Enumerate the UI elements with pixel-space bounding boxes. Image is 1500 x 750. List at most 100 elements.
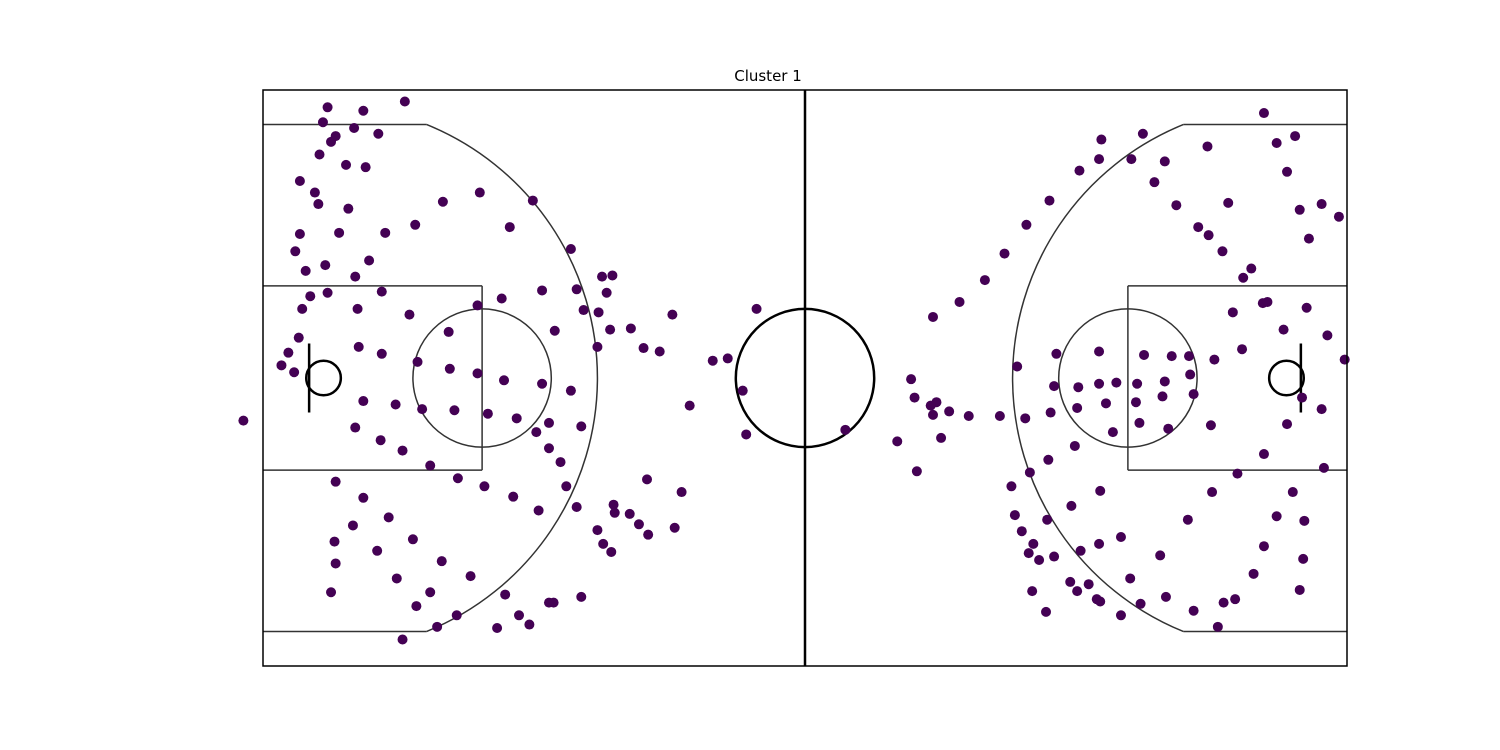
shot-point — [642, 474, 653, 485]
shot-point — [561, 481, 572, 492]
shot-point — [364, 255, 375, 266]
shot-point — [994, 411, 1005, 422]
shot-point — [412, 356, 423, 367]
shot-point — [1227, 307, 1238, 318]
shot-point — [624, 508, 635, 519]
shot-point — [358, 105, 369, 116]
shot-point — [1155, 550, 1166, 561]
shot-point — [999, 248, 1010, 259]
shot-point — [607, 270, 618, 281]
shot-point — [322, 287, 333, 298]
shot-point — [1094, 154, 1105, 165]
shot-point — [1282, 419, 1293, 430]
shot-point — [444, 363, 455, 374]
shot-point — [449, 405, 460, 416]
shot-point — [352, 303, 363, 314]
shot-point — [305, 291, 316, 302]
shot-point — [1094, 538, 1105, 549]
shot-point — [1297, 392, 1308, 403]
shot-point — [1016, 526, 1027, 537]
shot-point — [1271, 511, 1282, 522]
shot-point — [741, 429, 752, 440]
shot-point — [472, 300, 483, 311]
shot-point — [397, 634, 408, 645]
shot-point — [592, 525, 603, 536]
shot-point — [944, 406, 955, 417]
shot-point — [1157, 391, 1168, 402]
shot-point — [349, 123, 360, 134]
shot-point — [1339, 354, 1350, 365]
shot-point — [638, 343, 649, 354]
shot-point — [410, 219, 421, 230]
shot-point — [322, 102, 333, 113]
shot-point — [1322, 330, 1333, 341]
shot-point — [293, 332, 304, 343]
shot-point — [334, 227, 345, 238]
shot-point — [1333, 211, 1344, 222]
shot-point — [979, 275, 990, 286]
shot-point — [317, 117, 328, 128]
shot-point — [1258, 449, 1269, 460]
shot-point — [1134, 417, 1145, 428]
shot-point — [592, 341, 603, 352]
shot-point — [533, 505, 544, 516]
shot-point — [1094, 378, 1105, 389]
shot-point — [549, 325, 560, 336]
shot-point — [492, 622, 503, 633]
shot-point — [290, 246, 301, 257]
shot-point — [417, 404, 428, 415]
shot-point — [479, 481, 490, 492]
shot-point — [1318, 462, 1329, 473]
shot-point — [1023, 548, 1034, 559]
shot-point — [496, 293, 507, 304]
shot-point — [514, 610, 525, 621]
shot-point — [1115, 531, 1126, 542]
shot-point — [1301, 302, 1312, 313]
shot-point — [1100, 398, 1111, 409]
shot-point — [576, 421, 587, 432]
shot-point — [329, 536, 340, 547]
shot-point — [1020, 413, 1031, 424]
shot-point — [1246, 263, 1257, 274]
shot-point — [1238, 272, 1249, 283]
shot-point — [1107, 427, 1118, 438]
shot-point — [508, 491, 519, 502]
shot-point — [380, 227, 391, 238]
shot-point — [1262, 296, 1273, 307]
shot-point — [411, 601, 422, 612]
shot-point — [1316, 404, 1327, 415]
shot-point — [1182, 514, 1193, 525]
shot-point — [1132, 378, 1143, 389]
shot-point — [391, 573, 402, 584]
shot-point — [1303, 233, 1314, 244]
shot-point — [936, 432, 947, 443]
shot-point — [555, 457, 566, 468]
free-throw-circle-right — [1057, 308, 1198, 448]
shot-point — [1126, 154, 1137, 165]
shot-point — [892, 436, 903, 447]
shot-point — [1130, 397, 1141, 408]
shot-point — [1207, 487, 1218, 498]
shot-point — [1218, 597, 1229, 608]
shot-point — [390, 399, 401, 410]
shot-point — [443, 326, 454, 337]
shot-point — [1258, 541, 1269, 552]
shot-point — [1230, 594, 1241, 605]
shot-point — [1237, 344, 1248, 355]
shot-point — [437, 196, 448, 207]
shot-point — [928, 409, 939, 420]
shot-point — [1159, 376, 1170, 387]
shot-point — [297, 303, 308, 314]
shot-point — [372, 545, 383, 556]
shot-point — [1095, 596, 1106, 607]
shot-point — [373, 128, 384, 139]
shot-point — [565, 243, 576, 254]
shot-point — [1051, 348, 1062, 359]
shot-point — [313, 199, 324, 210]
shot-point — [276, 360, 287, 371]
center-circle — [734, 307, 876, 449]
shot-point — [571, 284, 582, 295]
shot-point — [543, 417, 554, 428]
shot-point — [1072, 402, 1083, 413]
